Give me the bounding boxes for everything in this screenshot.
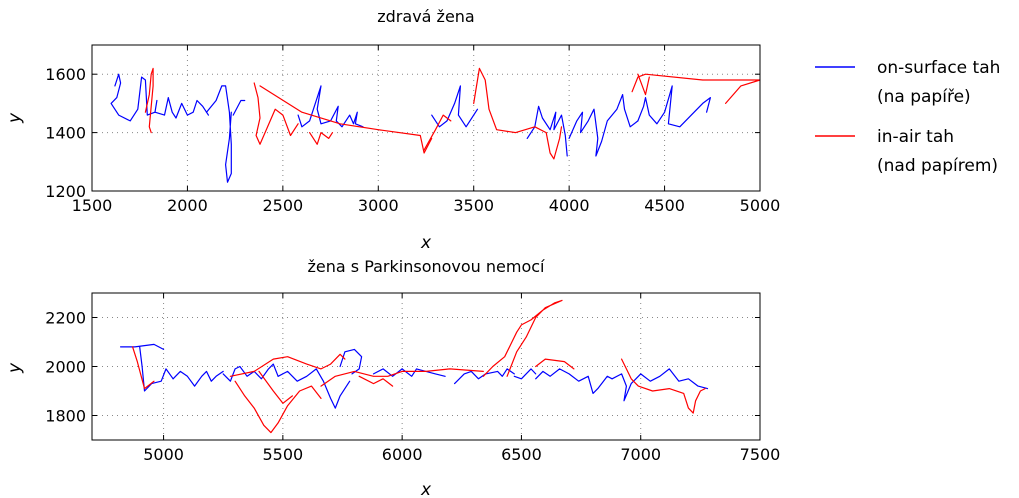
- top-panel-ticks: 1500 2000 2500 3000 3500 4000 4500 5000 1200 1400…: [45, 45, 780, 215]
- on-surface-stroke: [611, 368, 709, 402]
- on-surface-stroke: [232, 99, 246, 116]
- y-tick-label: 2200: [45, 309, 86, 328]
- x-tick-label: 7500: [740, 445, 781, 464]
- on-surface-stroke: [110, 73, 158, 122]
- in-air-stroke: [358, 375, 394, 387]
- bottom-panel-xlabel: x: [420, 480, 432, 498]
- on-surface-stroke: [154, 97, 209, 119]
- y-tick-label: 1200: [45, 182, 86, 201]
- x-tick-label: 4000: [549, 196, 590, 215]
- in-air-stroke: [309, 132, 334, 145]
- on-surface-stroke: [120, 343, 165, 350]
- top-panel-ylabel: y: [5, 112, 25, 124]
- on-surface-stroke: [526, 105, 568, 157]
- in-air-stroke: [482, 299, 563, 377]
- x-tick-label: 5500: [262, 445, 303, 464]
- x-tick-label: 1500: [72, 196, 113, 215]
- bottom-panel-title: žena s Parkinsonovou nemocí: [308, 257, 546, 276]
- x-tick-label: 7000: [620, 445, 661, 464]
- in-air-stroke: [621, 358, 706, 414]
- on-surface-stroke: [372, 368, 446, 377]
- on-surface-stroke: [139, 346, 174, 392]
- y-tick-label: 1600: [45, 65, 86, 84]
- y-tick-label: 1800: [45, 407, 86, 426]
- in-air-stroke: [259, 85, 433, 154]
- x-tick-label: 5000: [740, 196, 781, 215]
- x-tick-label: 2500: [262, 196, 303, 215]
- legend: on-surface tah (na papíře) in-air tah (n…: [815, 58, 1000, 176]
- on-surface-stroke: [277, 368, 351, 409]
- in-air-stroke: [631, 73, 761, 104]
- top-panel-frame: [91, 44, 761, 192]
- on-surface-stroke: [205, 85, 232, 183]
- in-air-stroke: [535, 358, 575, 370]
- top-panel: zdravá žena 1500 2000 2500 3000 3500 4000 4500…: [5, 7, 780, 253]
- top-panel-xlabel: x: [420, 233, 432, 253]
- x-tick-label: 3000: [358, 196, 399, 215]
- in-air-stroke: [132, 346, 155, 390]
- legend-label-in-air: in-air tah: [877, 127, 954, 147]
- bottom-panel-ticks: 5000 5500 6000 6500 7000 7500 1800 2000 2200: [45, 293, 780, 464]
- y-tick-label: 2000: [45, 358, 86, 377]
- bottom-panel: žena s Parkinsonovou nemocí 5000 5500 6000…: [5, 257, 780, 498]
- y-tick-label: 1400: [45, 124, 86, 143]
- x-tick-label: 4500: [644, 196, 685, 215]
- on-surface-stroke: [297, 85, 364, 128]
- on-surface-stroke: [222, 363, 279, 382]
- in-air-stroke: [258, 370, 293, 404]
- on-surface-stroke: [568, 94, 639, 157]
- legend-label-in-air-2: (nad papírem): [877, 156, 998, 176]
- in-air-stroke: [423, 114, 452, 151]
- on-surface-stroke: [535, 368, 613, 394]
- bottom-panel-ylabel: y: [5, 362, 25, 374]
- legend-label-on-surface: on-surface tah: [877, 58, 1000, 78]
- on-surface-stroke: [513, 368, 537, 380]
- bottom-panel-grid: [92, 293, 760, 440]
- top-panel-grid: [92, 45, 760, 191]
- on-surface-stroke: [637, 85, 711, 128]
- in-air-stroke: [545, 126, 563, 160]
- on-surface-stroke: [454, 368, 515, 385]
- x-tick-label: 5000: [143, 445, 184, 464]
- in-air-stroke: [229, 353, 346, 377]
- in-air-stroke: [144, 67, 154, 134]
- top-panel-traces: [110, 67, 761, 183]
- in-air-stroke: [473, 67, 547, 134]
- in-air-stroke: [234, 380, 322, 434]
- in-air-stroke: [637, 73, 650, 96]
- x-tick-label: 2000: [167, 196, 208, 215]
- in-air-stroke: [253, 82, 299, 145]
- on-surface-stroke: [172, 370, 224, 387]
- in-air-stroke: [320, 368, 484, 387]
- x-tick-label: 6500: [501, 445, 542, 464]
- top-panel-title: zdravá žena: [377, 7, 474, 26]
- legend-label-on-surface-2: (na papíře): [877, 87, 971, 107]
- x-tick-label: 3500: [453, 196, 494, 215]
- on-surface-stroke: [339, 348, 363, 375]
- on-surface-stroke: [431, 85, 479, 128]
- bottom-panel-traces: [120, 299, 709, 434]
- x-tick-label: 6000: [382, 445, 423, 464]
